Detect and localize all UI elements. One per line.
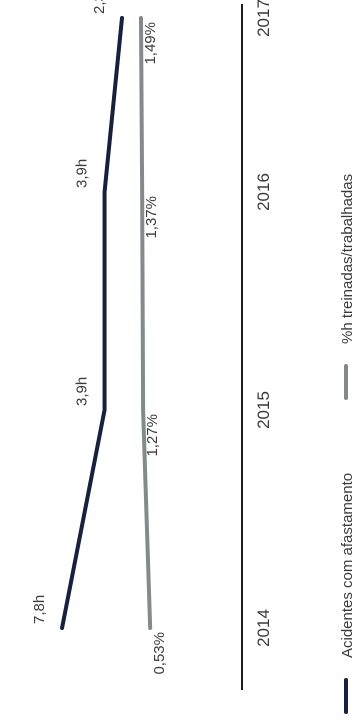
- legend-label-accidents: Acidentes com afastamento: [339, 473, 356, 658]
- x-tick-label: 2017: [254, 0, 273, 37]
- data-label-accidents: 2,3h: [91, 0, 108, 14]
- x-tick-label: 2015: [254, 391, 273, 429]
- x-tick-label: 2014: [254, 609, 273, 647]
- data-labels: 7,8h 3,9h 3,9h 2,3h 0,53% 1,27% 1,37% 1,49%: [31, 0, 168, 675]
- series-lines: [60, 16, 153, 630]
- series-line-training: [139, 16, 153, 630]
- data-label-training: 1,37%: [143, 196, 160, 239]
- data-label-training: 1,27%: [144, 414, 161, 457]
- data-label-accidents: 3,9h: [74, 159, 91, 188]
- data-label-accidents: 7,8h: [31, 595, 48, 624]
- data-label-training: 0,53%: [151, 632, 168, 675]
- series-line-accidents: [60, 16, 124, 630]
- legend: Acidentes com afastamento %h treinadas/t…: [339, 174, 356, 714]
- data-label-accidents: 3,9h: [74, 377, 91, 406]
- data-label-training: 1,49%: [142, 22, 159, 65]
- x-tick-label: 2016: [254, 173, 273, 211]
- legend-label-training: %h treinadas/trabalhadas: [339, 174, 356, 344]
- x-tick-labels: 2014 2015 2016 2017: [254, 0, 273, 647]
